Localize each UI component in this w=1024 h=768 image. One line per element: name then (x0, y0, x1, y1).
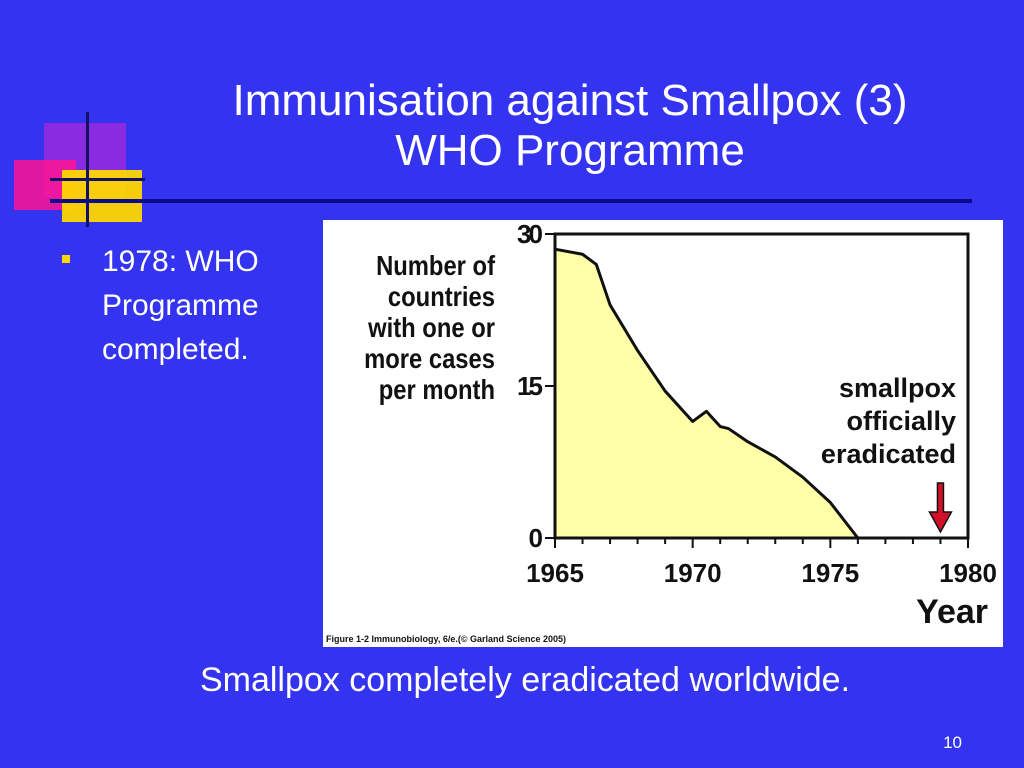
title-line-1: Immunisation against Smallpox (3) (232, 76, 908, 125)
y-tick-label: 30 (517, 220, 543, 249)
annotation-line: officially (846, 406, 956, 436)
slide-caption: Smallpox completely eradicated worldwide… (199, 661, 851, 699)
y-axis-label-line: per month (379, 373, 495, 405)
chart-figure: Number of countries with one or more cases p… (323, 220, 1003, 647)
bullet-square-icon (62, 255, 70, 263)
annotation-line: eradicated (821, 439, 956, 469)
y-axis-label-line: with one or (367, 311, 495, 343)
annotation-line: smallpox (839, 373, 956, 403)
title-divider (50, 199, 972, 203)
slide-title: Immunisation against Smallpox (3) WHO Pr… (150, 76, 990, 176)
y-tick-label: 15 (517, 371, 543, 401)
page-number: 10 (943, 733, 962, 752)
x-ticks: 1965 1970 1975 1980 (526, 538, 997, 588)
bullet-text: 1978: WHO Programme completed. (102, 240, 322, 372)
title-line-2: WHO Programme (395, 126, 745, 175)
x-tick-label: 1980 (939, 558, 997, 588)
horizontal-line (50, 178, 145, 181)
area-series (553, 247, 860, 540)
x-tick-label: 1965 (526, 558, 584, 588)
down-arrow-icon (928, 482, 953, 534)
bullet-line-1: 1978: WHO (102, 245, 259, 278)
bullet-line-3: completed. (102, 333, 249, 366)
x-axis-label: Year (916, 593, 988, 631)
x-tick-label: 1970 (664, 558, 722, 588)
figure-source: Figure 1-2 Immunobiology, 6/e.(© Garland… (326, 634, 566, 644)
y-axis-label-line: countries (388, 280, 495, 312)
y-ticks: 30 15 0 (517, 220, 555, 553)
y-axis-label-line: Number of (376, 249, 495, 281)
y-axis-label-line: more cases (364, 342, 495, 374)
bullet-line-2: Programme (102, 289, 259, 322)
vertical-line (86, 112, 89, 227)
y-tick-label: 0 (529, 523, 543, 553)
x-tick-label: 1975 (801, 558, 859, 588)
